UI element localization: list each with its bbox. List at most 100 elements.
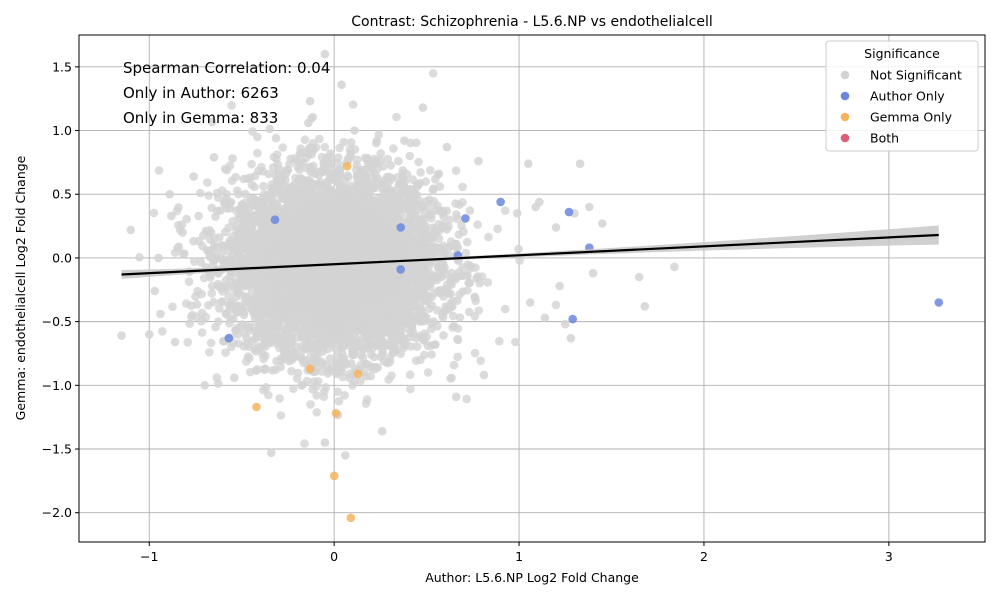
- scatter-point: [244, 212, 254, 222]
- scatter-point: [199, 231, 208, 240]
- scatter-point: [332, 369, 341, 379]
- scatter-point: [477, 272, 487, 281]
- scatter-point: [392, 112, 401, 122]
- scatter-point: [215, 304, 224, 313]
- scatter-point: [357, 165, 367, 175]
- series-not-significant: [117, 49, 679, 460]
- scatter-point: [334, 396, 344, 406]
- scatter-point: [300, 439, 309, 448]
- scatter-point: [408, 175, 417, 184]
- scatter-point: [196, 188, 205, 198]
- scatter-point: [217, 186, 227, 195]
- scatter-point: [500, 304, 510, 314]
- scatter-point: [224, 223, 233, 232]
- scatter-point: [265, 124, 275, 134]
- scatter-point: [514, 244, 523, 254]
- scatter-point: [346, 138, 356, 147]
- scatter-point: [185, 319, 194, 329]
- scatter-point: [244, 326, 254, 336]
- scatter-point: [264, 390, 273, 400]
- scatter-point: [213, 379, 223, 389]
- scatter-point: [275, 343, 284, 353]
- scatter-point: [451, 166, 461, 175]
- scatter-point: [453, 352, 463, 362]
- scatter-point: [276, 411, 286, 420]
- scatter-point: [222, 310, 231, 319]
- scatter-point: [196, 258, 206, 267]
- scatter-point: [135, 252, 144, 262]
- scatter-point: [209, 297, 219, 307]
- scatter-point: [277, 356, 287, 365]
- scatter-point: [252, 365, 262, 374]
- scatter-point: [358, 353, 368, 363]
- scatter-point: [421, 177, 431, 186]
- scatter-point: [250, 182, 259, 192]
- scatter-point: [253, 148, 262, 158]
- scatter-point: [204, 191, 213, 200]
- scatter-point: [264, 169, 274, 179]
- scatter-point: [470, 348, 480, 358]
- scatter-point: [455, 313, 465, 322]
- scatter-point: [345, 369, 354, 379]
- scatter-point: [261, 342, 270, 351]
- scatter-point: [199, 273, 209, 283]
- scatter-point: [368, 343, 377, 353]
- scatter-point: [463, 237, 472, 247]
- scatter-point: [231, 244, 240, 254]
- scatter-point: [352, 171, 362, 181]
- scatter-point: [245, 353, 254, 363]
- scatter-point: [279, 234, 289, 244]
- scatter-point: [418, 201, 427, 210]
- scatter-point: [259, 181, 268, 191]
- scatter-point: [319, 392, 329, 402]
- scatter-point: [189, 257, 199, 266]
- scatter-point: [302, 153, 311, 163]
- scatter-point: [206, 338, 216, 348]
- scatter-point: [465, 206, 475, 215]
- scatter-point: [312, 408, 322, 417]
- scatter-point: [495, 336, 504, 346]
- scatter-point: [462, 394, 472, 404]
- scatter-point: [297, 381, 306, 390]
- scatter-point: [378, 349, 387, 359]
- scatter-point: [253, 166, 263, 176]
- scatter-point: [386, 161, 396, 170]
- scatter-point: [271, 133, 281, 143]
- scatter-point: [416, 303, 425, 312]
- scatter-point: [389, 144, 398, 153]
- scatter-point: [308, 112, 318, 122]
- scatter-point: [247, 159, 256, 169]
- scatter-point: [427, 324, 436, 334]
- scatter-point: [379, 357, 389, 366]
- scatter-point: [213, 193, 223, 202]
- scatter-point: [205, 226, 214, 235]
- scatter-point: [425, 166, 435, 175]
- scatter-point: [348, 100, 358, 109]
- scatter-point: [315, 134, 324, 144]
- scatter-point: [457, 221, 466, 230]
- scatter-point: [260, 364, 270, 374]
- scatter-point: [458, 182, 467, 192]
- scatter-point: [551, 300, 561, 310]
- scatter-point: [333, 153, 343, 162]
- scatter-point: [300, 135, 310, 144]
- scatter-point: [448, 311, 458, 321]
- scatter-point: [295, 165, 304, 175]
- scatter-point: [439, 331, 448, 340]
- scatter-point: [369, 352, 379, 362]
- scatter-point: [476, 356, 486, 366]
- scatter-point: [251, 347, 261, 356]
- scatter-point: [420, 350, 429, 360]
- scatter-point: [414, 180, 423, 189]
- scatter-point: [350, 376, 360, 386]
- scatter-point: [179, 249, 188, 259]
- scatter-point: [412, 342, 422, 351]
- scatter-point: [370, 173, 380, 183]
- scatter-point: [448, 323, 457, 332]
- scatter-point: [227, 176, 237, 185]
- scatter-point: [515, 256, 524, 265]
- scatter-point: [411, 356, 421, 366]
- scatter-point: [470, 293, 480, 303]
- scatter-point: [239, 174, 248, 184]
